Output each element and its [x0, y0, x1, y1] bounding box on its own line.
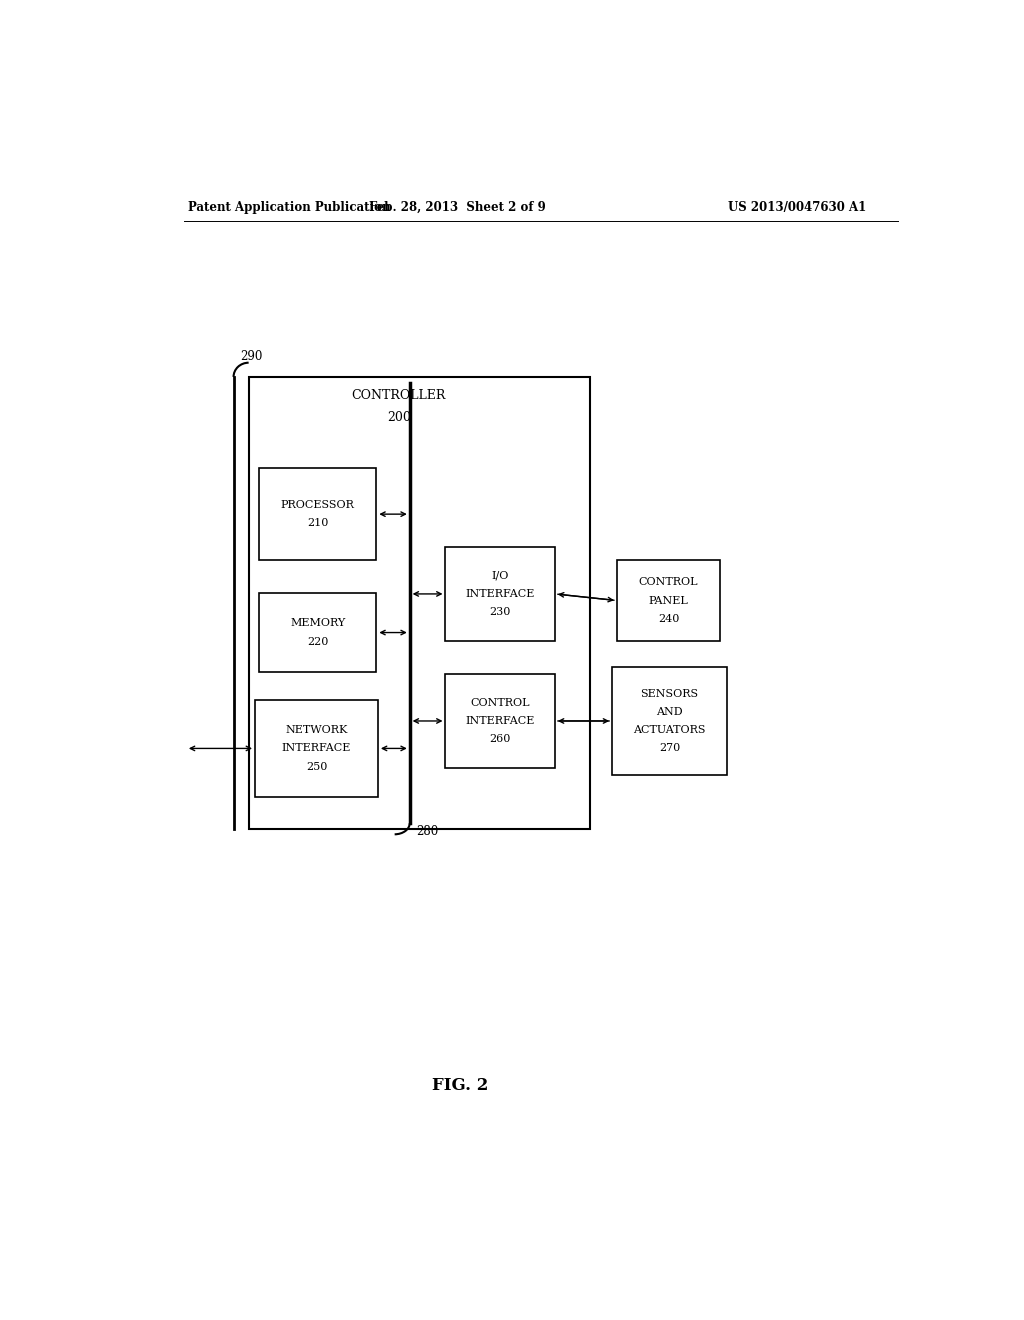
Text: FIG. 2: FIG. 2 — [431, 1077, 487, 1094]
Text: INTERFACE: INTERFACE — [466, 715, 535, 726]
Bar — [255, 700, 378, 797]
Text: AND: AND — [656, 706, 683, 717]
Text: US 2013/0047630 A1: US 2013/0047630 A1 — [728, 201, 866, 214]
Text: 270: 270 — [659, 743, 680, 754]
Text: CONTROL: CONTROL — [470, 698, 530, 708]
Bar — [445, 673, 555, 768]
Text: NETWORK: NETWORK — [286, 725, 348, 735]
Text: CONTROLLER: CONTROLLER — [351, 388, 446, 401]
Bar — [249, 378, 590, 829]
Text: PROCESSOR: PROCESSOR — [281, 500, 354, 510]
Text: 220: 220 — [307, 636, 329, 647]
Bar — [259, 469, 377, 560]
Text: INTERFACE: INTERFACE — [466, 589, 535, 599]
Bar — [616, 560, 720, 642]
Text: Patent Application Publication: Patent Application Publication — [187, 201, 390, 214]
Text: 260: 260 — [489, 734, 511, 744]
Text: MEMORY: MEMORY — [290, 618, 345, 628]
Text: PANEL: PANEL — [648, 595, 688, 606]
Text: 290: 290 — [240, 350, 262, 363]
Bar — [259, 594, 377, 672]
Text: SENSORS: SENSORS — [641, 689, 698, 698]
Bar — [612, 667, 727, 775]
Text: INTERFACE: INTERFACE — [282, 743, 351, 754]
Text: 230: 230 — [489, 607, 511, 618]
Text: 280: 280 — [416, 825, 438, 838]
Text: I/O: I/O — [492, 570, 509, 581]
Text: Feb. 28, 2013  Sheet 2 of 9: Feb. 28, 2013 Sheet 2 of 9 — [369, 201, 546, 214]
Text: 240: 240 — [657, 614, 679, 624]
Text: CONTROL: CONTROL — [639, 577, 698, 587]
Text: 250: 250 — [306, 762, 327, 772]
Bar — [445, 546, 555, 642]
Text: ACTUATORS: ACTUATORS — [634, 725, 706, 735]
Text: 210: 210 — [307, 519, 329, 528]
Text: 200: 200 — [387, 411, 411, 424]
